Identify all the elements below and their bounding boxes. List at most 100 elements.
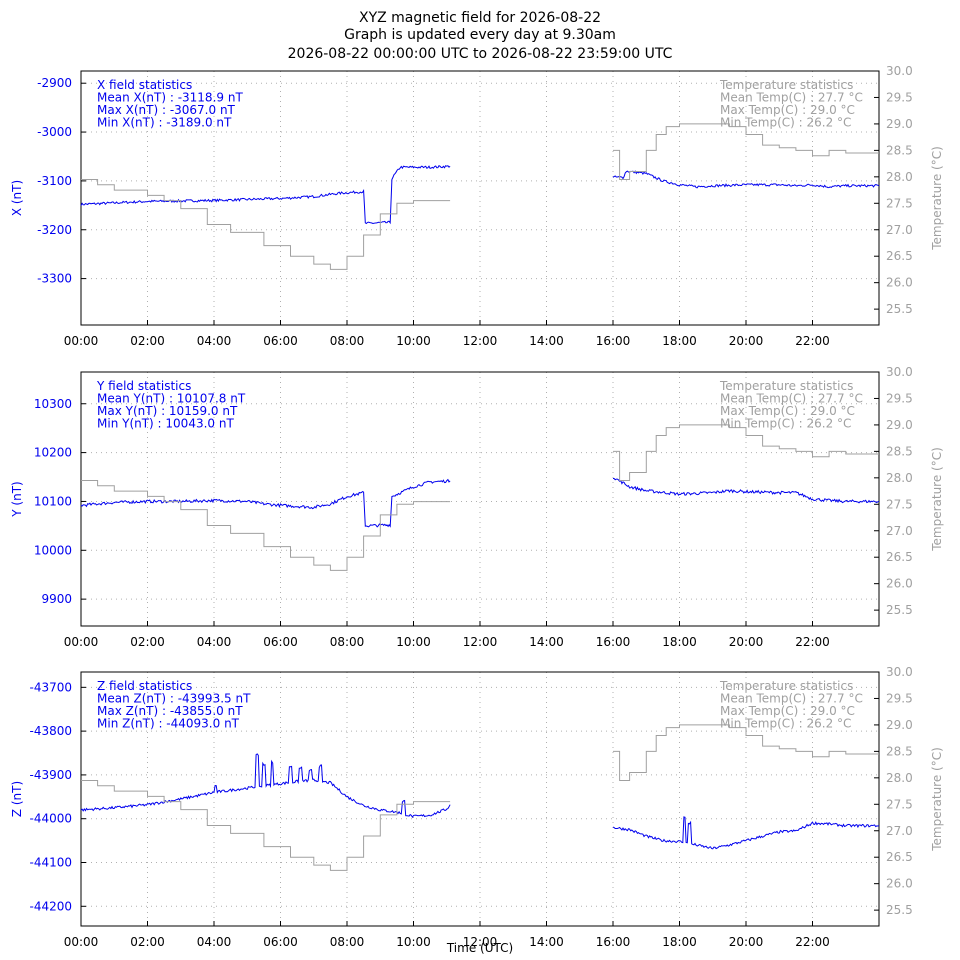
y-tick-label: -3200: [37, 223, 72, 237]
x-tick-label: 16:00: [596, 635, 631, 649]
y2-tick-label: 26.0: [886, 276, 913, 290]
temperature-series-line: [81, 480, 451, 571]
temperature-stats-line: Mean Temp(C) : 27.7 °C: [720, 392, 863, 406]
y-tick-label: 10300: [34, 397, 72, 411]
y2-tick-label: 26.0: [886, 577, 913, 591]
x-tick-label: 18:00: [662, 635, 697, 649]
x-tick-label: 08:00: [330, 635, 365, 649]
x-tick-label: 10:00: [396, 334, 431, 348]
field-stats-line: Min Y(nT) : 10043.0 nT: [97, 417, 234, 431]
y-tick-label: -2900: [37, 76, 72, 90]
field-stats-line: Mean X(nT) : -3118.9 nT: [97, 91, 243, 105]
x-tick-label: 08:00: [330, 334, 365, 348]
y-axis-title: Y (nT): [10, 481, 24, 517]
field-stats-line: X field statistics: [97, 78, 192, 92]
temperature-stats-line: Max Temp(C) : 29.0 °C: [720, 704, 855, 718]
y-tick-label: 9900: [41, 592, 72, 606]
y2-axis-title: Temperature (°C): [930, 146, 944, 251]
y2-axis-title: Temperature (°C): [930, 747, 944, 852]
y2-tick-label: 30.0: [886, 665, 913, 679]
x-tick-label: 20:00: [729, 935, 764, 949]
y2-tick-label: 28.0: [886, 170, 913, 184]
y2-tick-label: 28.5: [886, 444, 913, 458]
y2-tick-label: 29.5: [886, 90, 913, 104]
temperature-stats-line: Temperature statistics: [719, 379, 853, 393]
y-axis-title: X (nT): [10, 180, 24, 216]
x-tick-label: 18:00: [662, 935, 697, 949]
field-stats-line: Max X(nT) : -3067.0 nT: [97, 103, 236, 117]
x-tick-label: 02:00: [130, 334, 165, 348]
x-tick-label: 20:00: [729, 635, 764, 649]
y-tick-label: 10000: [34, 543, 72, 557]
y-tick-label: -3000: [37, 125, 72, 139]
x-tick-label: 02:00: [130, 635, 165, 649]
y2-tick-label: 26.0: [886, 877, 913, 891]
y2-tick-label: 28.5: [886, 143, 913, 157]
temperature-stats-line: Max Temp(C) : 29.0 °C: [720, 103, 855, 117]
chart-panels: 00:00 02:00 04:00 06:00 08:00 10:00 12:00 14:00…: [10, 64, 944, 949]
y-tick-label: -43800: [29, 724, 72, 738]
x-tick-label: 00:00: [64, 935, 99, 949]
field-series-line: [613, 478, 880, 504]
y2-tick-label: 29.5: [886, 391, 913, 405]
temperature-stats-line: Temperature statistics: [719, 78, 853, 92]
y-tick-label: -44000: [29, 812, 72, 826]
plot-frame: [80, 70, 880, 326]
y2-tick-label: 27.5: [886, 497, 913, 511]
temperature-stats-line: Mean Temp(C) : 27.7 °C: [720, 91, 863, 105]
y2-tick-label: 27.5: [886, 196, 913, 210]
x-tick-label: 16:00: [596, 935, 631, 949]
field-stats-line: Mean Y(nT) : 10107.8 nT: [97, 392, 246, 406]
x-tick-label: 16:00: [596, 334, 631, 348]
field-stats-line: Min Z(nT) : -44093.0 nT: [97, 717, 240, 731]
y-tick-label: -3100: [37, 174, 72, 188]
y-tick-label: -44100: [29, 856, 72, 870]
chart-title-line-3: 2026-08-22 00:00:00 UTC to 2026-08-22 23…: [288, 46, 673, 62]
temperature-stats-line: Min Temp(C) : 26.2 °C: [720, 417, 851, 431]
x-tick-label: 04:00: [197, 334, 232, 348]
field-series-line: [80, 165, 451, 225]
y2-tick-label: 26.5: [886, 249, 913, 263]
x-tick-label: 12:00: [463, 334, 498, 348]
y2-tick-label: 27.0: [886, 524, 913, 538]
field-series-line: [80, 753, 451, 819]
field-stats-line: Max Y(nT) : 10159.0 nT: [97, 404, 238, 418]
y-tick-label: -44200: [29, 899, 72, 913]
field-stats-line: Y field statistics: [96, 379, 191, 393]
panel-1: 00:00 02:00 04:00 06:00 08:00 10:00 12:00 14:00…: [10, 64, 944, 348]
y2-tick-label: 28.0: [886, 771, 913, 785]
y2-tick-label: 29.5: [886, 691, 913, 705]
x-tick-label: 00:00: [64, 334, 99, 348]
y-tick-label: -43900: [29, 768, 72, 782]
y2-tick-label: 27.0: [886, 824, 913, 838]
y2-tick-label: 28.0: [886, 471, 913, 485]
y2-tick-label: 26.5: [886, 550, 913, 564]
temperature-stats-line: Min Temp(C) : 26.2 °C: [720, 116, 851, 130]
y-tick-label: -43700: [29, 680, 72, 694]
x-tick-label: 00:00: [64, 635, 99, 649]
field-stats-line: Z field statistics: [97, 679, 192, 693]
field-series-line: [80, 478, 451, 528]
x-tick-label: 10:00: [396, 635, 431, 649]
y2-axis-title: Temperature (°C): [930, 447, 944, 552]
x-tick-label: 06:00: [263, 334, 298, 348]
field-stats-line: Max Z(nT) : -43855.0 nT: [97, 704, 243, 718]
x-tick-label: 02:00: [130, 935, 165, 949]
field-series-line: [612, 170, 880, 189]
y2-tick-label: 30.0: [886, 365, 913, 379]
x-tick-label: 14:00: [529, 334, 564, 348]
x-tick-label: 06:00: [263, 635, 298, 649]
x-tick-label: 04:00: [197, 635, 232, 649]
x-tick-label: 22:00: [795, 334, 830, 348]
temperature-series-line: [81, 780, 451, 871]
y2-tick-label: 28.5: [886, 744, 913, 758]
temperature-series-line: [613, 123, 879, 180]
field-stats-line: Mean Z(nT) : -43993.5 nT: [97, 692, 251, 706]
y-tick-label: 10100: [34, 494, 72, 508]
x-tick-label: 12:00: [463, 635, 498, 649]
y-tick-label: 10200: [34, 446, 72, 460]
y2-tick-label: 29.0: [886, 718, 913, 732]
x-tick-label: 04:00: [197, 935, 232, 949]
y2-tick-label: 29.0: [886, 117, 913, 131]
